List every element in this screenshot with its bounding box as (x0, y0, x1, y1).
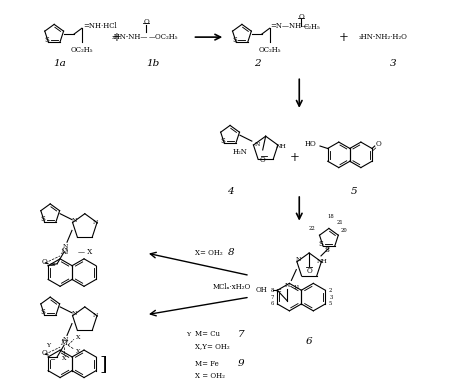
Text: — X: — X (78, 248, 92, 256)
Text: 21: 21 (337, 220, 344, 225)
Text: O: O (260, 156, 265, 164)
Text: X = OH₂: X = OH₂ (195, 372, 225, 380)
Text: N: N (63, 244, 68, 249)
Text: =: = (49, 262, 55, 270)
Text: O: O (298, 13, 304, 21)
Text: 20: 20 (341, 228, 347, 233)
Text: 3: 3 (390, 59, 396, 68)
Text: X: X (76, 335, 81, 340)
Text: N: N (63, 337, 68, 342)
Text: 11: 11 (293, 285, 300, 290)
Text: S: S (44, 36, 49, 44)
Text: X,Y= OH₂: X,Y= OH₂ (195, 342, 230, 350)
Text: 9: 9 (238, 359, 245, 368)
Text: ₂HN-NH—: ₂HN-NH— (111, 33, 148, 41)
Text: N: N (72, 218, 77, 223)
Text: 7: 7 (270, 295, 273, 300)
Text: —OC₂H₅: —OC₂H₅ (149, 33, 179, 41)
Text: S: S (40, 215, 45, 223)
Text: NH: NH (275, 144, 286, 149)
Text: 6: 6 (270, 301, 273, 306)
Text: 8: 8 (228, 249, 235, 257)
Text: +: + (111, 31, 121, 44)
Text: Ni: Ni (60, 248, 68, 256)
Text: N: N (72, 311, 77, 316)
Text: M= Cu: M= Cu (195, 331, 220, 339)
Text: =: = (275, 287, 282, 295)
Text: =N—NH—: =N—NH— (271, 22, 309, 30)
Text: NH: NH (317, 259, 328, 264)
Text: 18: 18 (328, 214, 334, 219)
Text: 1a: 1a (54, 59, 66, 68)
Text: 6: 6 (306, 337, 312, 346)
Text: 5: 5 (350, 187, 357, 196)
Text: 7: 7 (238, 330, 245, 339)
Text: ₂HN-NH₂·H₂O: ₂HN-NH₂·H₂O (358, 33, 408, 41)
Text: O: O (143, 18, 149, 26)
Text: N: N (93, 313, 98, 318)
Text: S: S (319, 240, 324, 248)
Text: 22: 22 (308, 226, 315, 231)
Text: X= OH₂: X= OH₂ (195, 249, 223, 257)
Text: ]: ] (100, 355, 108, 373)
Text: M: M (61, 339, 68, 347)
Text: N: N (296, 257, 301, 262)
Text: N: N (285, 283, 290, 288)
Text: H₂N: H₂N (233, 148, 248, 156)
Text: +: + (290, 151, 299, 164)
Text: HO: HO (304, 140, 316, 148)
Text: OC₂H₅: OC₂H₅ (258, 46, 281, 54)
Text: O: O (41, 349, 47, 357)
Text: M= Fe: M= Fe (195, 360, 219, 368)
Text: 3: 3 (329, 295, 332, 300)
Text: Y: Y (186, 332, 190, 337)
Text: Y: Y (46, 343, 50, 348)
Text: N: N (93, 220, 98, 225)
Text: S: S (325, 246, 329, 254)
Text: X: X (62, 357, 66, 362)
Text: N: N (255, 142, 260, 147)
Text: O: O (376, 140, 382, 148)
Text: =: = (49, 355, 55, 363)
Text: =NH·HCl: =NH·HCl (83, 22, 117, 30)
Text: S: S (220, 137, 225, 145)
Text: +: + (339, 31, 349, 44)
Text: O: O (306, 267, 312, 275)
Text: C₂H₅: C₂H₅ (303, 23, 320, 31)
Text: S: S (40, 308, 45, 316)
Text: X: X (76, 349, 81, 354)
Text: S: S (232, 36, 237, 44)
Text: 2: 2 (255, 59, 261, 68)
Text: MClₙ·xH₂O: MClₙ·xH₂O (213, 283, 251, 291)
Text: OH: OH (256, 286, 268, 294)
Text: OC₂H₅: OC₂H₅ (71, 46, 93, 54)
Text: 5: 5 (328, 301, 331, 306)
Text: 1b: 1b (146, 59, 160, 68)
Text: 8: 8 (270, 288, 273, 293)
Text: 2: 2 (328, 288, 331, 293)
Text: O: O (41, 258, 47, 265)
Text: 4: 4 (227, 187, 233, 196)
